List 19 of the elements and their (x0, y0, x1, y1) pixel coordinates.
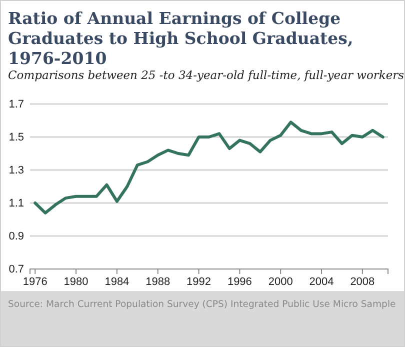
x-tick-label: 1988 (146, 276, 170, 288)
source-note: Source: March Current Population Survey (CPS) Integrated Public Use Micro Sample (8, 299, 396, 310)
x-tick-label: 1992 (186, 276, 212, 288)
x-tick-label: 2000 (268, 276, 293, 288)
line-series (34, 120, 384, 214)
chart-title: Ratio of Annual Earnings of College Graduates to High School Graduates, 1976-2010 (8, 9, 354, 68)
x-tick-label: 1984 (104, 276, 130, 288)
y-tick-label: 1.7 (8, 98, 24, 111)
chart-subtitle: Comparisons between 25 -to 34-year-old full-time, full-year workers (8, 68, 404, 82)
x-tick-label: 1976 (22, 276, 48, 288)
y-tick-label: 1.5 (8, 132, 24, 144)
x-tick-label: 2008 (350, 276, 375, 288)
y-tick-label: 1.3 (8, 164, 24, 177)
x-tick-label: 2004 (309, 276, 334, 288)
x-tick-label: 1980 (64, 276, 88, 288)
x-tick-label: 1996 (227, 276, 252, 288)
y-tick-label: 0.9 (8, 230, 24, 243)
y-tick-label: 1.1 (8, 198, 24, 210)
y-tick-label: 0.7 (8, 264, 24, 276)
